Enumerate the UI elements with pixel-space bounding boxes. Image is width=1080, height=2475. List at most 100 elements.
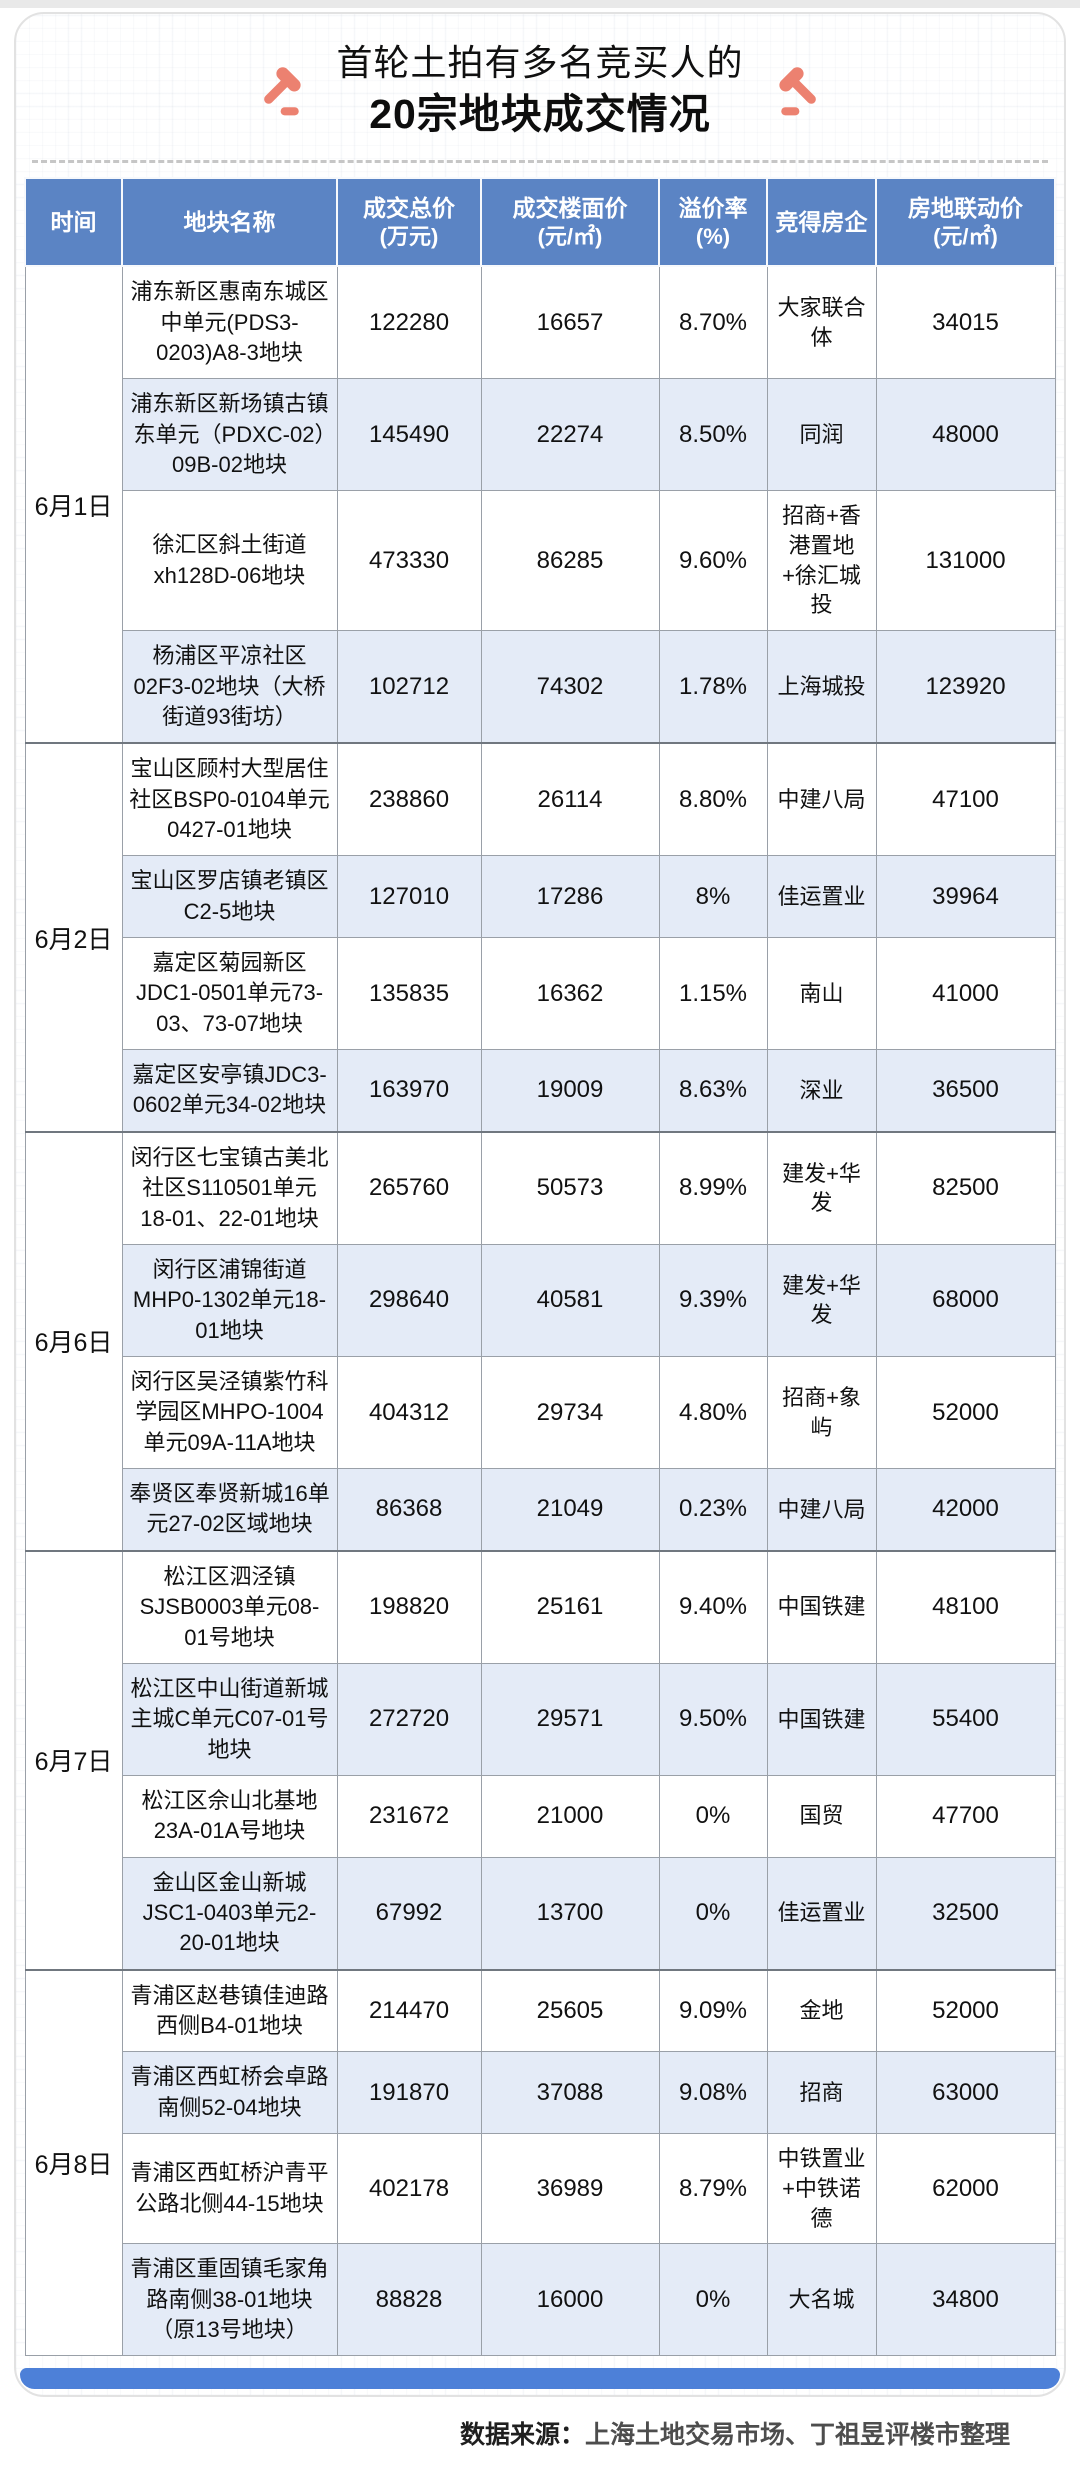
plot-name-cell: 松江区泗泾镇SJSB0003单元08-01号地块 xyxy=(121,1549,338,1664)
linkage-price-cell: 48100 xyxy=(875,1549,1056,1664)
table-row: 嘉定区菊园新区JDC1-0501单元73-03、73-07地块 135835 163… xyxy=(25,937,1056,1051)
infographic-card: 首轮土拍有多名竞买人的 20宗地块成交情况 时间 地块名称 成交总价 (万元) 成交楼面… xyxy=(14,12,1066,2398)
header-row: 时间 地块名称 成交总价 (万元) 成交楼面价 (元/㎡) 溢价率 (%) 竞得房企 房地联动价(… xyxy=(24,177,1056,268)
premium-rate-cell: 8.70% xyxy=(658,265,768,380)
premium-rate-cell: 8% xyxy=(658,855,768,939)
plot-name-cell: 嘉定区菊园新区JDC1-0501单元73-03、73-07地块 xyxy=(121,937,338,1051)
winner-cell: 中建八局 xyxy=(766,1468,877,1552)
table-row: 松江区佘山北基地23A-01A号地块 231672 21000 0% 国贸 47700 xyxy=(25,1774,1056,1858)
linkage-price-cell: 52000 xyxy=(875,1968,1056,2053)
winner-cell: 建发+华发 xyxy=(766,1243,877,1357)
table-row: 杨浦区平凉社区02F3-02地块（大桥街道93街坊） 102712 74302 1.7… xyxy=(25,630,1056,744)
table-row: 徐汇区斜土街道xh128D-06地块 473330 86285 9.60% 招商+香港置… xyxy=(25,490,1056,632)
total-price-cell: 163970 xyxy=(336,1049,482,1133)
premium-rate-cell: 8.80% xyxy=(658,742,768,857)
data-source: 数据来源：上海土地交易市场、丁祖昱评楼市整理 xyxy=(0,2415,1010,2451)
winner-cell: 招商+香港置地+徐汇城投 xyxy=(766,490,877,632)
floor-price-cell: 37088 xyxy=(480,2051,660,2135)
total-price-cell: 404312 xyxy=(336,1355,482,1470)
winner-cell: 上海城投 xyxy=(766,630,877,744)
premium-rate-cell: 4.80% xyxy=(658,1355,768,1470)
premium-rate-cell: 8.50% xyxy=(658,378,768,492)
table-row: 6月1日 浦东新区惠南东城区中单元(PDS3-0203)A8-3地块 122280 1… xyxy=(24,265,1056,744)
floor-price-cell: 21049 xyxy=(480,1468,660,1552)
linkage-price-cell: 123920 xyxy=(875,630,1056,744)
total-price-cell: 231672 xyxy=(336,1774,482,1858)
winner-cell: 大家联合体 xyxy=(766,265,877,380)
linkage-price-cell: 55400 xyxy=(875,1662,1056,1776)
floor-price-cell: 25605 xyxy=(480,1968,660,2053)
gavel-icon xyxy=(778,67,816,116)
total-price-cell: 191870 xyxy=(336,2051,482,2135)
title-line-2: 20宗地块成交情况 xyxy=(369,91,711,137)
total-price-cell: 238860 xyxy=(336,742,482,857)
premium-rate-cell: 9.39% xyxy=(658,1243,768,1357)
table-row: 宝山区罗店镇老镇区C2-5地块 127010 17286 8% 佳运置业 39964 xyxy=(25,855,1056,939)
floor-price-cell: 36989 xyxy=(480,2133,660,2245)
premium-rate-cell: 8.99% xyxy=(658,1130,768,1245)
data-source-label: 数据来源： xyxy=(459,2421,585,2450)
winner-cell: 佳运置业 xyxy=(766,855,877,939)
table-row: 闵行区浦锦街道MHP0-1302单元18-01地块 298640 40581 9.39… xyxy=(25,1243,1056,1357)
plot-name-cell: 徐汇区斜土街道xh128D-06地块 xyxy=(121,490,338,632)
total-price-cell: 67992 xyxy=(336,1856,482,1971)
dashed-divider xyxy=(32,160,1048,164)
column-header: 成交楼面价 (元/㎡) xyxy=(480,177,660,268)
total-price-cell: 214470 xyxy=(336,1968,482,2053)
table-row: 青浦区西虹桥沪青平公路北侧44-15地块 402178 36989 8.79% 中铁置业… xyxy=(25,2133,1056,2245)
premium-rate-cell: 0% xyxy=(658,1774,768,1858)
linkage-price-cell: 131000 xyxy=(875,490,1056,632)
linkage-price-cell: 39964 xyxy=(875,855,1056,939)
table-row: 浦东新区新场镇古镇东单元（PDXC-02）09B-02地块 145490 22274… xyxy=(25,378,1056,492)
column-header: 房地联动价 (元/㎡) xyxy=(875,177,1056,268)
linkage-price-cell: 42000 xyxy=(875,1468,1056,1552)
table-header: 时间 地块名称 成交总价 (万元) 成交楼面价 (元/㎡) 溢价率 (%) 竞得房企 房地联动价(… xyxy=(24,177,1056,268)
land-auction-table: 时间 地块名称 成交总价 (万元) 成交楼面价 (元/㎡) 溢价率 (%) 竞得房企 房地联动价(… xyxy=(24,177,1056,2357)
floor-price-cell: 22274 xyxy=(480,378,660,492)
linkage-price-cell: 34015 xyxy=(875,265,1056,380)
page-top-strip xyxy=(0,0,1080,8)
linkage-price-cell: 63000 xyxy=(875,2051,1056,2135)
plot-name-cell: 闵行区浦锦街道MHP0-1302单元18-01地块 xyxy=(121,1243,338,1357)
premium-rate-cell: 8.63% xyxy=(658,1049,768,1133)
column-header-unit: (元/㎡) xyxy=(537,223,603,249)
date-cell: 6月8日 xyxy=(24,1968,123,2357)
linkage-price-cell: 62000 xyxy=(875,2133,1056,2245)
floor-price-cell: 16000 xyxy=(480,2243,660,2357)
plot-name-cell: 浦东新区惠南东城区中单元(PDS3-0203)A8-3地块 xyxy=(121,265,338,380)
total-price-cell: 102712 xyxy=(336,630,482,744)
plot-name-cell: 闵行区吴泾镇紫竹科学园区MHPO-1004单元09A-11A地块 xyxy=(121,1355,338,1470)
plot-name-cell: 嘉定区安亭镇JDC3-0602单元34-02地块 xyxy=(121,1049,338,1133)
plot-name-cell: 浦东新区新场镇古镇东单元（PDXC-02）09B-02地块 xyxy=(121,378,338,492)
table-row: 松江区中山街道新城主城C单元C07-01号地块 272720 29571 9.50% 中… xyxy=(25,1662,1056,1776)
table-body: 6月1日 浦东新区惠南东城区中单元(PDS3-0203)A8-3地块 122280 1… xyxy=(24,265,1056,2357)
plot-name-cell: 青浦区重固镇毛家角路南侧38-01地块（原13号地块） xyxy=(121,2243,338,2357)
plot-name-cell: 青浦区赵巷镇佳迪路西侧B4-01地块 xyxy=(121,1968,338,2053)
winner-cell: 中国铁建 xyxy=(766,1549,877,1664)
plot-name-cell: 宝山区顾村大型居住社区BSP0-0104单元0427-01地块 xyxy=(121,742,338,857)
title-line-1: 首轮土拍有多名竞买人的 xyxy=(336,42,744,83)
column-header: 时间 xyxy=(24,177,123,268)
floor-price-cell: 13700 xyxy=(480,1856,660,1971)
linkage-price-cell: 36500 xyxy=(875,1049,1056,1133)
total-price-cell: 122280 xyxy=(336,265,482,380)
premium-rate-cell: 9.50% xyxy=(658,1662,768,1776)
total-price-cell: 88828 xyxy=(336,2243,482,2357)
total-price-cell: 473330 xyxy=(336,490,482,632)
floor-price-cell: 16657 xyxy=(480,265,660,380)
column-header-unit: (%) xyxy=(695,223,731,249)
linkage-price-cell: 47700 xyxy=(875,1774,1056,1858)
gavel-icon xyxy=(264,67,302,116)
winner-cell: 中铁置业+中铁诺德 xyxy=(766,2133,877,2245)
winner-cell: 大名城 xyxy=(766,2243,877,2357)
floor-price-cell: 29734 xyxy=(480,1355,660,1470)
premium-rate-cell: 1.15% xyxy=(658,937,768,1051)
floor-price-cell: 40581 xyxy=(480,1243,660,1357)
column-header: 溢价率 (%) xyxy=(658,177,768,268)
premium-rate-cell: 8.79% xyxy=(658,2133,768,2245)
title-area: 首轮土拍有多名竞买人的 20宗地块成交情况 xyxy=(16,14,1064,156)
table-row: 6月7日 松江区泗泾镇SJSB0003单元08-01号地块 198820 25161 9… xyxy=(24,1549,1056,1971)
date-cell: 6月6日 xyxy=(24,1130,123,1552)
floor-price-cell: 25161 xyxy=(480,1549,660,1664)
total-price-cell: 127010 xyxy=(336,855,482,939)
